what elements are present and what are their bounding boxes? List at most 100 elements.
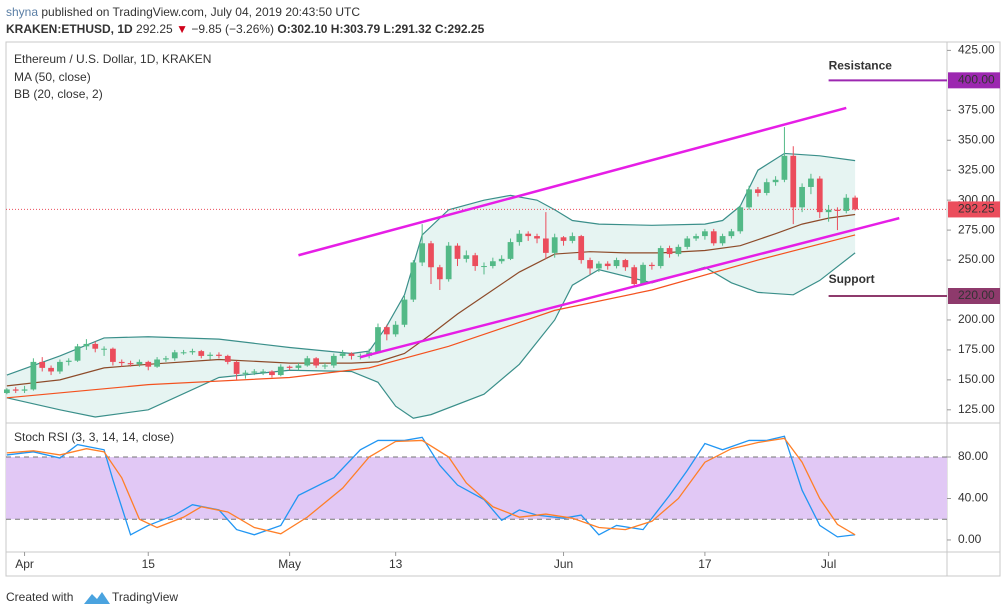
candle-body xyxy=(436,267,443,280)
candle-body xyxy=(154,359,160,367)
footer-brand: TradingView xyxy=(112,590,178,604)
symbol-line: KRAKEN:ETHUSD, 1D 292.25 ▼ −9.85 (−3.26%… xyxy=(6,22,485,36)
ma-label: MA (50, close) xyxy=(14,70,91,84)
support-price-label: 220.00 xyxy=(958,288,995,302)
candle-body xyxy=(525,233,532,237)
last-price-box xyxy=(948,201,1000,218)
candle-body xyxy=(816,178,823,213)
low: L:291.32 xyxy=(384,22,432,36)
candle-body xyxy=(534,236,540,239)
candle-body xyxy=(12,389,19,391)
x-tick-label: May xyxy=(278,557,301,571)
stoch-label: Stoch RSI (3, 3, 14, 14, close) xyxy=(14,430,174,444)
candle-body xyxy=(454,245,461,259)
candle-body xyxy=(507,242,514,259)
candle-body xyxy=(57,361,63,372)
candle-body xyxy=(277,366,284,376)
ma-line xyxy=(6,234,856,399)
candle-body xyxy=(852,197,858,210)
candle-body xyxy=(145,361,152,367)
y-tick-label: 80.00 xyxy=(958,449,988,463)
candle-body xyxy=(295,365,302,368)
last: 292.25 xyxy=(136,22,173,36)
candle-body xyxy=(224,355,231,362)
candle-body xyxy=(622,260,629,268)
candle-body xyxy=(410,262,417,300)
bb-upper xyxy=(6,152,856,376)
x-tick-label: 17 xyxy=(698,557,712,571)
candle-body xyxy=(516,233,523,243)
resistance-text: Resistance xyxy=(829,59,893,73)
candle-body xyxy=(136,361,143,365)
published: published on TradingView.com, July 04, 2… xyxy=(41,5,360,19)
candle-body xyxy=(207,354,213,356)
stoch-band xyxy=(6,457,947,520)
candle-body xyxy=(693,236,699,239)
header-line: shyna published on TradingView.com, July… xyxy=(6,5,360,19)
candle-body xyxy=(649,264,655,267)
candle-body xyxy=(666,248,673,255)
candle-body xyxy=(322,365,328,367)
support-price-box xyxy=(948,288,1000,304)
candle-body xyxy=(799,186,805,208)
trendline xyxy=(298,106,847,257)
plot: 125.00150.00175.00200.00250.00275.00300.… xyxy=(4,43,1000,571)
candle-body xyxy=(39,361,46,368)
candle-body xyxy=(171,352,178,359)
chart-title: Ethereum / U.S. Dollar, 1D, KRAKEN xyxy=(14,52,211,66)
candle-body xyxy=(843,197,850,211)
candle-body xyxy=(428,243,434,268)
candle-body xyxy=(463,255,470,259)
candle-body xyxy=(383,327,390,335)
candle-body xyxy=(604,263,611,267)
x-tick-label: Jun xyxy=(554,557,573,571)
candle-body xyxy=(101,348,107,350)
candle-body xyxy=(728,231,735,237)
candle-body xyxy=(419,243,426,263)
candle-body xyxy=(790,155,797,208)
candle-body xyxy=(551,237,558,253)
y-tick-label: 200.00 xyxy=(958,312,995,326)
frame xyxy=(5,41,1001,577)
candle-body xyxy=(560,237,567,241)
candle-body xyxy=(339,353,346,356)
candle-body xyxy=(304,358,311,366)
candle-body xyxy=(542,238,549,253)
candle-body xyxy=(401,299,408,325)
candle-body xyxy=(92,343,99,349)
y-tick-label: 0.00 xyxy=(958,532,982,546)
candle-body xyxy=(657,248,664,267)
candle-body xyxy=(578,236,585,261)
candle-body xyxy=(702,231,708,237)
candle-body xyxy=(472,255,479,267)
x-tick-label: Jul xyxy=(821,557,836,571)
candle-body xyxy=(260,371,266,373)
candle-body xyxy=(834,209,841,211)
y-tick-label: 125.00 xyxy=(958,402,995,416)
last-price-label: 292.25 xyxy=(958,202,995,216)
candle-body xyxy=(498,258,505,262)
resistance-price-box xyxy=(948,72,1000,89)
resistance-price-label: 400.00 xyxy=(958,73,995,87)
candle-body xyxy=(684,238,691,247)
candle-body xyxy=(330,355,337,366)
bb-lower xyxy=(6,252,856,419)
candle-body xyxy=(180,352,187,354)
y-tick-label: 250.00 xyxy=(958,252,995,266)
candle-body xyxy=(710,231,717,244)
candle-body xyxy=(746,189,752,208)
candle-body xyxy=(110,348,116,362)
bb-fill xyxy=(6,153,856,419)
candle-body xyxy=(569,236,576,241)
support-text: Support xyxy=(829,272,875,286)
y-tick-label: 150.00 xyxy=(958,372,995,386)
candle-body xyxy=(198,351,205,356)
candle-body xyxy=(808,178,814,187)
candle-body xyxy=(587,260,593,269)
candle-body xyxy=(118,361,125,364)
y-tick-label: 325.00 xyxy=(958,162,995,176)
candle-body xyxy=(755,189,761,193)
candle-body xyxy=(74,346,81,361)
y-tick-label: 425.00 xyxy=(958,43,995,57)
